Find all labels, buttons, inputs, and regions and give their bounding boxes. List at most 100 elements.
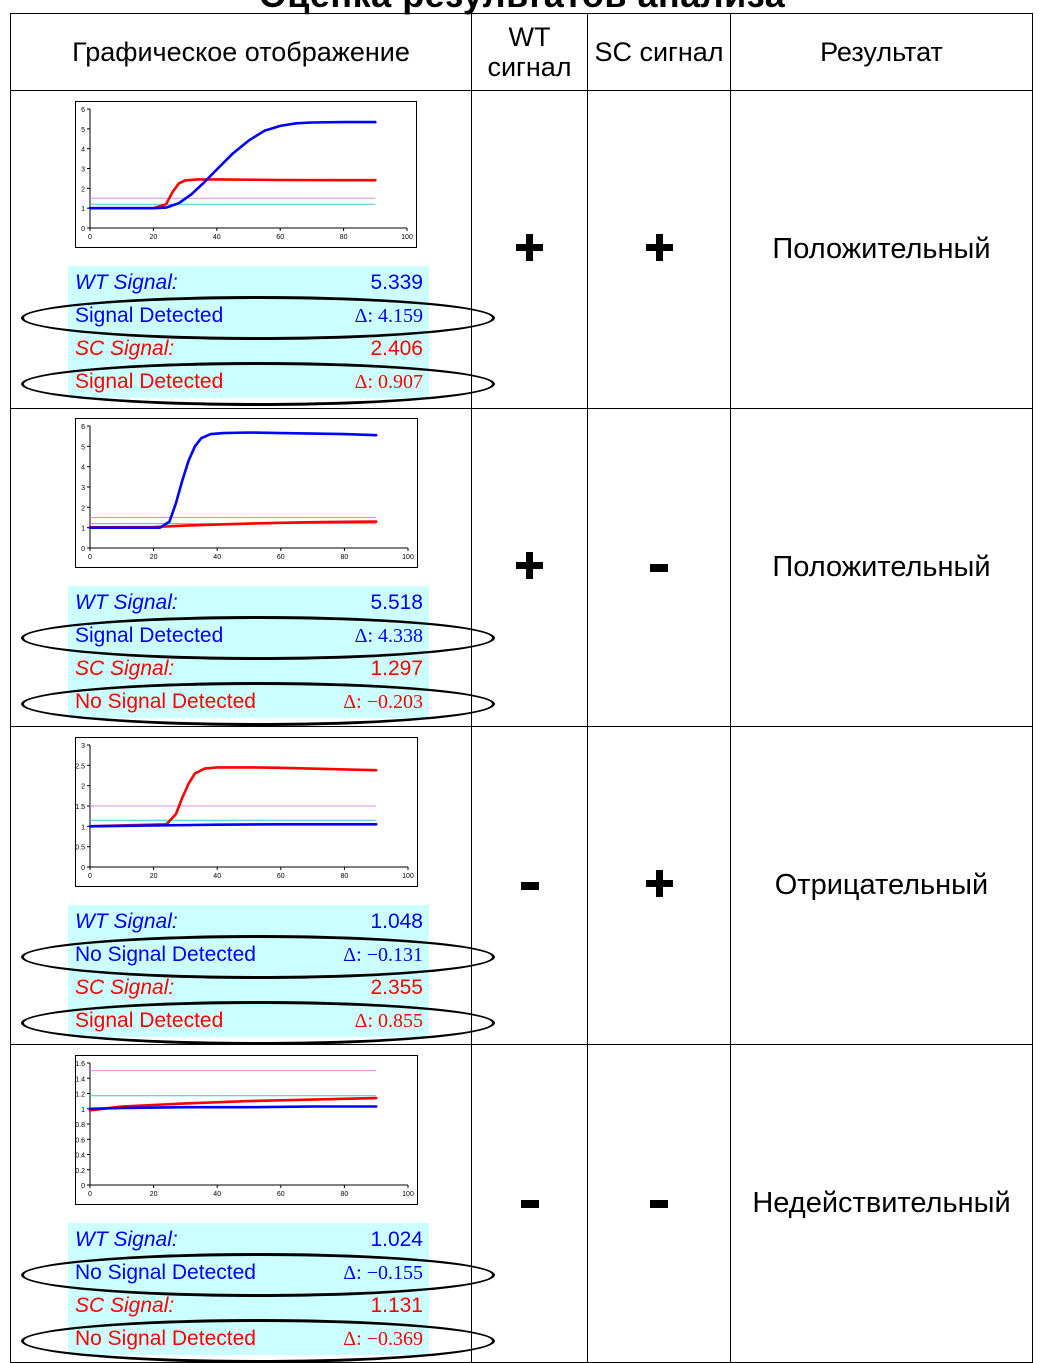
wt-status-row: No Signal Detected Δ: −0.155 <box>21 1253 495 1297</box>
sc-delta: Δ: −0.203 <box>343 691 423 713</box>
sc-status-row: No Signal Detected Δ: −0.203 <box>21 682 495 726</box>
wt-series-line <box>88 431 378 529</box>
x-tick-label: 0 <box>88 234 92 241</box>
sc-delta: Δ: 0.855 <box>354 1010 423 1032</box>
sc-delta: Δ: 0.907 <box>354 371 423 393</box>
amplification-chart: 0 1 2 3 4 5 6 0 20 40 60 80 100 <box>75 418 418 568</box>
sc-series-line <box>88 766 378 828</box>
y-tick-label: 6 <box>81 107 85 114</box>
x-tick-label: 0 <box>88 1191 92 1198</box>
graph-cell: 0 0.5 1 1.5 2 2.5 3 0 20 40 60 80 100 WT Signal: 1.048… <box>10 726 495 1045</box>
sc-signal-row: SC Signal: 2.406 <box>68 332 429 365</box>
y-tick-label: 1 <box>81 206 85 213</box>
sc-symbol-cell <box>587 1044 731 1363</box>
wt-signal-value: 1.024 <box>370 1228 423 1251</box>
y-tick-label: 0.8 <box>75 1122 85 1129</box>
x-tick-label: 100 <box>402 554 414 561</box>
sc-series-line <box>88 520 378 529</box>
x-tick-label: 100 <box>402 873 414 880</box>
y-tick-label: 5 <box>81 127 85 134</box>
sc-signal-row: SC Signal: 1.297 <box>68 652 429 685</box>
sc-signal-row: SC Signal: 1.131 <box>68 1289 429 1322</box>
results-table: Графическое отображение WT сигнал SC сиг… <box>10 13 1033 1363</box>
y-tick-label: 4 <box>81 465 85 472</box>
x-tick-label: 60 <box>277 873 285 880</box>
y-tick-label: 6 <box>81 424 85 431</box>
x-tick-label: 0 <box>88 554 92 561</box>
page-title: Оценка результатов анализа <box>0 0 1044 16</box>
x-tick-label: 40 <box>213 234 221 241</box>
wt-signal-value: 5.339 <box>370 271 423 294</box>
x-tick-label: 20 <box>150 554 158 561</box>
result-row: 0 0.5 1 1.5 2 2.5 3 0 20 40 60 80 100 WT Signal: 1.048… <box>10 726 1033 1045</box>
result-cell: Положительный <box>730 408 1033 727</box>
sc-status: Signal Detected <box>75 370 224 393</box>
y-tick-label: 0 <box>81 865 85 872</box>
sc-signal-value: 1.297 <box>370 657 423 680</box>
sc-status-row: Signal Detected Δ: 0.907 <box>21 362 495 406</box>
header-row: Графическое отображение WT сигнал SC сиг… <box>10 13 1033 91</box>
wt-series-line <box>88 120 377 210</box>
x-tick-label: 80 <box>340 234 348 241</box>
wt-status-row: No Signal Detected Δ: −0.131 <box>21 935 495 979</box>
y-tick-label: 2.5 <box>75 763 85 770</box>
x-tick-label: 60 <box>277 1191 285 1198</box>
sc-signal-row: SC Signal: 2.355 <box>68 971 429 1004</box>
x-tick-label: 40 <box>213 554 221 561</box>
y-tick-label: 2 <box>81 186 85 193</box>
x-tick-label: 60 <box>276 234 284 241</box>
wt-signal-row: WT Signal: 5.339 <box>68 266 429 299</box>
wt-signal-row: WT Signal: 1.024 <box>68 1223 429 1256</box>
sc-signal-label: SC Signal: <box>75 337 175 360</box>
wt-plus-icon <box>516 551 543 579</box>
x-tick-label: 20 <box>150 873 158 880</box>
x-tick-label: 60 <box>277 554 285 561</box>
signal-panel: WT Signal: 1.048 No Signal Detected Δ: −0.1… <box>21 905 495 1045</box>
x-tick-label: 0 <box>88 873 92 880</box>
y-tick-label: 1.6 <box>75 1061 85 1068</box>
wt-status: No Signal Detected <box>75 1261 256 1284</box>
wt-series-line <box>88 1105 378 1111</box>
wt-series-line <box>88 823 378 828</box>
x-tick-label: 80 <box>341 1191 349 1198</box>
amplification-chart: 0 1 2 3 4 5 6 0 20 40 60 80 100 <box>75 101 417 248</box>
header-result: Результат <box>730 13 1033 91</box>
result-row: 0 1 2 3 4 5 6 0 20 40 60 80 100 WT Signal: 5.339 Signal… <box>10 90 1033 409</box>
wt-status: No Signal Detected <box>75 943 256 966</box>
sc-signal-label: SC Signal: <box>75 976 175 999</box>
x-tick-label: 20 <box>150 1191 158 1198</box>
result-row: 0 0.2 0.4 0.6 0.8 1 1.2 1.4 1.6 0 20 40 60 80 100 WT Si… <box>10 1044 1033 1363</box>
amplification-chart: 0 0.2 0.4 0.6 0.8 1 1.2 1.4 1.6 0 20 40 60 80 100 <box>75 1055 418 1205</box>
wt-status: Signal Detected <box>75 304 224 327</box>
chart-svg: 0 0.5 1 1.5 2 2.5 3 0 20 40 60 80 100 <box>75 737 418 887</box>
sc-signal-value: 1.131 <box>370 1294 423 1317</box>
wt-delta: Δ: −0.155 <box>343 1262 423 1284</box>
y-tick-label: 1 <box>81 824 85 831</box>
sc-signal-label: SC Signal: <box>75 1294 175 1317</box>
x-tick-label: 80 <box>341 554 349 561</box>
x-tick-label: 100 <box>401 234 413 241</box>
wt-delta: Δ: 4.159 <box>354 305 423 327</box>
wt-signal-value: 5.518 <box>370 591 423 614</box>
sc-signal-value: 2.355 <box>370 976 423 999</box>
wt-status-row: Signal Detected Δ: 4.159 <box>21 296 495 340</box>
y-tick-label: 0.5 <box>75 845 85 852</box>
sc-minus-icon <box>650 563 668 572</box>
sc-series-line <box>88 178 377 210</box>
result-cell: Недействительный <box>730 1044 1033 1363</box>
wt-plus-icon <box>516 233 543 261</box>
wt-delta: Δ: 4.338 <box>354 625 423 647</box>
x-tick-label: 80 <box>341 873 349 880</box>
wt-status-row: Signal Detected Δ: 4.338 <box>21 616 495 660</box>
graph-cell: 0 0.2 0.4 0.6 0.8 1 1.2 1.4 1.6 0 20 40 60 80 100 WT Si… <box>10 1044 495 1363</box>
y-tick-label: 0 <box>81 1183 85 1190</box>
y-tick-label: 5 <box>81 444 85 451</box>
wt-signal-row: WT Signal: 5.518 <box>68 586 429 619</box>
sc-status: Signal Detected <box>75 1009 224 1032</box>
wt-signal-label: WT Signal: <box>75 271 178 294</box>
wt-signal-row: WT Signal: 1.048 <box>68 905 429 938</box>
y-tick-label: 0.6 <box>75 1137 85 1144</box>
wt-signal-label: WT Signal: <box>75 591 178 614</box>
